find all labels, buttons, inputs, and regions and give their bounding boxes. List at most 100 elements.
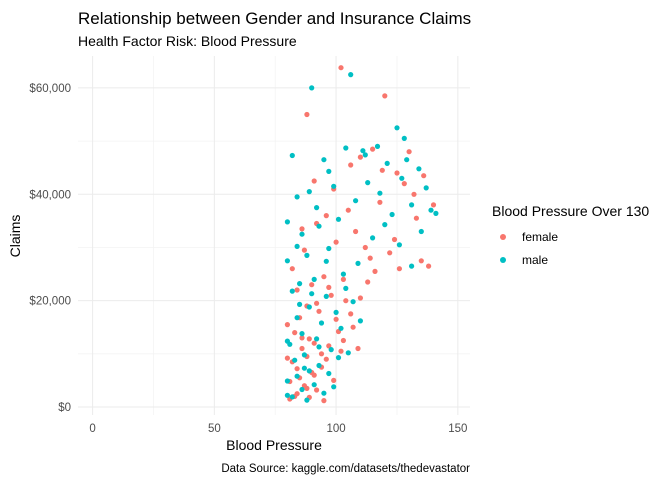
- data-point-male: [306, 368, 312, 374]
- data-point-female: [401, 181, 407, 187]
- data-point-female: [309, 282, 315, 288]
- data-point-male: [314, 205, 320, 211]
- data-point-male: [306, 189, 312, 195]
- data-point-male: [374, 143, 381, 149]
- x-tick-label: 100: [326, 423, 345, 435]
- data-point-male: [299, 231, 305, 237]
- data-point-female: [411, 191, 417, 197]
- data-point-female: [321, 398, 327, 404]
- data-point-female: [340, 337, 346, 344]
- data-point-male: [377, 190, 383, 196]
- data-point-male: [284, 258, 290, 264]
- data-point-female: [357, 154, 363, 160]
- data-point-male: [409, 263, 415, 269]
- chart-title: Relationship between Gender and Insuranc…: [78, 9, 471, 28]
- data-point-male: [306, 304, 312, 310]
- data-point-female: [370, 146, 376, 152]
- data-point-female: [430, 202, 437, 208]
- data-point-female: [357, 295, 363, 301]
- data-point-female: [338, 65, 344, 71]
- data-point-male: [331, 183, 337, 189]
- data-point-male: [326, 245, 332, 252]
- x-tick-label: 50: [208, 423, 221, 435]
- data-point-female: [304, 111, 310, 118]
- data-point-male: [289, 288, 295, 294]
- chart-subtitle: Health Factor Risk: Blood Pressure: [78, 33, 297, 49]
- x-tick-label: 150: [448, 423, 467, 435]
- data-point-female: [284, 322, 290, 328]
- data-point-male: [323, 258, 329, 264]
- data-point-male: [294, 194, 300, 200]
- data-point-male: [396, 242, 402, 248]
- data-point-female: [326, 284, 332, 290]
- data-point-male: [284, 338, 290, 344]
- data-point-male: [311, 382, 317, 388]
- data-point-male: [418, 228, 424, 235]
- data-point-female: [355, 345, 361, 352]
- data-point-female: [314, 387, 320, 393]
- legend-label-female: female: [522, 230, 558, 244]
- x-axis-title: Blood Pressure: [226, 437, 322, 453]
- data-point-female: [396, 266, 402, 272]
- legend: Blood Pressure Over 130 female male: [492, 203, 649, 267]
- data-point-female: [316, 308, 322, 314]
- data-point-female: [294, 366, 300, 372]
- data-point-male: [399, 175, 405, 181]
- data-point-female: [333, 239, 339, 245]
- data-point-male: [294, 243, 300, 249]
- data-point-female: [338, 348, 344, 354]
- data-point-male: [328, 347, 334, 353]
- data-point-male: [382, 222, 388, 228]
- data-point-female: [348, 311, 354, 317]
- data-point-male: [350, 299, 356, 305]
- data-point-female: [328, 292, 334, 298]
- data-point-female: [365, 279, 371, 285]
- y-tick-label: $40,000: [29, 189, 71, 201]
- data-point-female: [323, 213, 329, 219]
- data-point-male: [299, 331, 305, 337]
- data-points: [284, 65, 439, 404]
- data-point-male: [318, 320, 325, 326]
- axis-ticks: 0 50 100 150 $0 $20,000 $40,000 $60,000: [29, 83, 467, 435]
- data-point-male: [299, 386, 305, 393]
- data-point-female: [301, 247, 307, 253]
- data-point-female: [294, 287, 300, 293]
- data-point-male: [331, 384, 337, 390]
- data-point-male: [292, 357, 298, 363]
- data-point-female: [367, 255, 373, 261]
- data-point-male: [340, 271, 346, 277]
- data-point-female: [321, 274, 327, 280]
- data-point-female: [326, 343, 332, 349]
- data-point-male: [309, 85, 315, 91]
- data-point-male: [316, 344, 322, 350]
- data-point-male: [389, 211, 395, 218]
- data-point-male: [416, 166, 422, 172]
- data-point-female: [304, 385, 310, 391]
- grid: [78, 56, 470, 415]
- data-point-male: [297, 281, 303, 287]
- data-point-male: [370, 235, 376, 241]
- x-tick-label: 0: [89, 423, 95, 435]
- data-point-male: [357, 318, 363, 324]
- data-point-female: [289, 266, 295, 272]
- data-point-male: [409, 202, 415, 208]
- data-point-male: [335, 355, 342, 361]
- data-point-female: [314, 300, 320, 306]
- data-point-male: [362, 152, 368, 158]
- legend-key-male: [500, 257, 506, 263]
- data-point-male: [304, 252, 310, 258]
- data-point-male: [294, 315, 300, 321]
- data-point-male: [301, 365, 307, 371]
- data-point-female: [387, 250, 393, 256]
- legend-title: Blood Pressure Over 130: [492, 203, 649, 219]
- data-point-female: [391, 236, 398, 243]
- data-point-female: [372, 268, 378, 274]
- data-point-female: [353, 228, 359, 235]
- data-point-male: [338, 325, 344, 331]
- data-point-male: [343, 145, 349, 151]
- data-point-female: [284, 355, 290, 361]
- data-point-male: [311, 276, 317, 282]
- data-point-male: [428, 207, 434, 213]
- data-point-female: [306, 336, 312, 342]
- data-point-female: [426, 263, 432, 269]
